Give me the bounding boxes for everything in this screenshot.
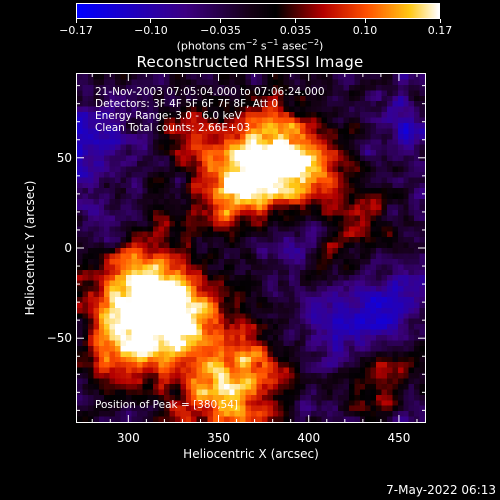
colorbar-tick: [150, 19, 152, 23]
y-axis-label: Heliocentric Y (arcsec): [23, 180, 37, 316]
x-tick-label: 400: [297, 431, 321, 445]
info-time-range: 21-Nov-2003 07:05:04.000 to 07:06:24.000: [95, 86, 325, 98]
info-clean-counts: Clean Total counts: 2.66E+03: [95, 122, 251, 134]
colorbar-tick-label: −0.035: [200, 24, 241, 37]
colorbar: [76, 3, 440, 19]
x-axis-label: Heliocentric X (arcsec): [183, 447, 319, 461]
peak-position: Position of Peak = [380,54]: [95, 399, 239, 411]
info-energy-range: Energy Range: 3.0 - 6.0 keV: [95, 110, 242, 122]
y-tick-label: −50: [46, 331, 72, 346]
colorbar-gradient: [77, 4, 439, 18]
info-detectors: Detectors: 3F 4F 5F 6F 7F 8F, Att 0: [95, 98, 279, 110]
colorbar-tick-label: 0.10: [352, 24, 378, 37]
x-tick-label: 450: [387, 431, 411, 445]
colorbar-units: (photons cm−2 s−1 asec−2): [176, 38, 324, 53]
plot-title: Reconstructed RHESSI Image: [136, 53, 364, 71]
colorbar-tick: [439, 19, 441, 23]
footer-timestamp: 7-May-2022 06:13: [386, 483, 496, 497]
colorbar-tick-label: 0.17: [427, 24, 453, 37]
image-plot-area[interactable]: 21-Nov-2003 07:05:04.000 to 07:06:24.000…: [76, 73, 426, 423]
x-tick-label: 350: [207, 431, 230, 445]
x-tick-label: 300: [116, 431, 140, 445]
colorbar-tick-label: 0.035: [279, 24, 312, 37]
colorbar-tick: [364, 19, 366, 23]
y-tick-label: 0: [64, 241, 72, 255]
colorbar-tick: [75, 19, 77, 23]
y-tick-label: 50: [56, 150, 72, 165]
heatmap-image: [77, 74, 425, 422]
colorbar-tick: [220, 19, 222, 23]
colorbar-tick: [294, 19, 296, 23]
colorbar-tick-label: −0.10: [134, 24, 168, 37]
colorbar-tick-label: −0.17: [59, 24, 93, 37]
